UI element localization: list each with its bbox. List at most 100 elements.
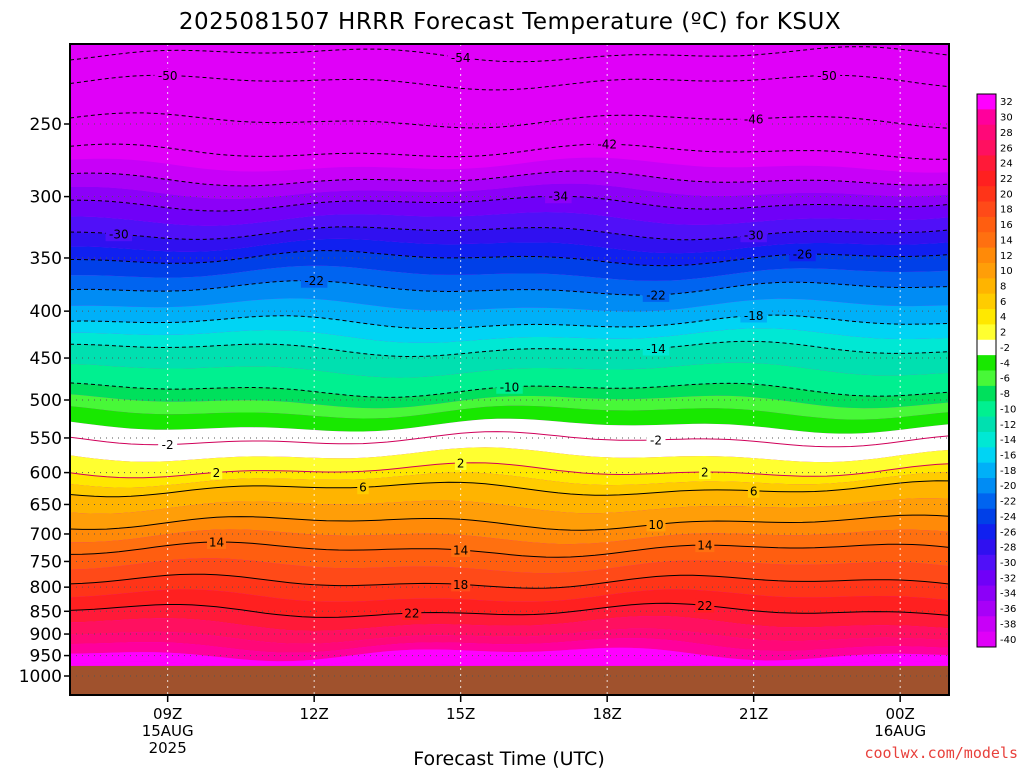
isotherm-line <box>70 195 949 212</box>
colorbar-label: -36 <box>1000 604 1016 615</box>
colorbar-label: -10 <box>1000 404 1016 415</box>
temperature-band <box>70 447 949 478</box>
temperature-band <box>70 212 949 240</box>
isotherm-label: 18 <box>453 578 468 592</box>
temperature-band <box>70 515 949 545</box>
colorbar-swatch <box>977 508 996 525</box>
isotherm-label: 2 <box>213 466 221 480</box>
colorbar-label: 4 <box>1000 312 1006 323</box>
x-tick-label: 00Z <box>885 705 914 723</box>
temperature-band <box>70 171 949 199</box>
isotherm-label: -22 <box>304 274 324 288</box>
isotherm-label-bg <box>158 437 178 452</box>
colorbar-swatch <box>977 247 996 264</box>
colorbar-label: -20 <box>1000 481 1016 492</box>
colorbar-swatch <box>977 109 996 126</box>
isotherm-label-bg <box>451 577 471 592</box>
x-tick-label: 15AUG <box>142 722 194 740</box>
isotherm-label-bg <box>699 465 711 480</box>
isotherm-label-bg <box>357 480 369 495</box>
y-tick-label: 550 <box>30 429 62 449</box>
colorbar-swatch <box>977 170 996 187</box>
colorbar-label: 12 <box>1000 251 1013 262</box>
isotherm-label-bg <box>646 432 666 447</box>
colorbar-label: -14 <box>1000 435 1016 446</box>
temperature-band <box>70 315 949 343</box>
colorbar-label: 16 <box>1000 220 1013 231</box>
temperature-band <box>70 462 949 488</box>
temperature-band <box>70 603 949 631</box>
temperature-band <box>70 265 949 296</box>
isotherm-label: -26 <box>793 248 813 262</box>
y-tick-label: 800 <box>30 578 62 598</box>
isotherm-label-bg <box>642 341 670 356</box>
temperature-band <box>70 328 949 357</box>
colorbar-swatch <box>977 186 996 203</box>
isotherm-label-bg <box>789 247 816 262</box>
isotherm-label-bg <box>154 68 181 83</box>
colorbar-swatch <box>977 339 996 356</box>
colorbar-swatch <box>977 385 996 402</box>
colorbar-swatch <box>977 324 996 341</box>
temperature-band <box>70 280 949 312</box>
colorbar-label: -12 <box>1000 420 1016 431</box>
temperature-band <box>70 341 949 378</box>
temperature-band <box>70 298 949 329</box>
colorbar-swatch <box>977 355 996 371</box>
isotherm-line <box>70 602 949 618</box>
temperature-band <box>70 183 949 211</box>
colorbar-label: 10 <box>1000 266 1013 277</box>
isotherm-label: 6 <box>750 484 758 498</box>
isotherm-line <box>70 143 949 160</box>
y-tick-label: 450 <box>30 349 62 369</box>
isotherm-label-bg <box>451 542 471 557</box>
isotherm-label: -14 <box>646 342 666 356</box>
temperature-band <box>70 94 949 129</box>
colorbar-label: -22 <box>1000 497 1016 508</box>
temperature-band <box>70 226 949 254</box>
y-tick-label: 700 <box>30 525 62 545</box>
isotherm-label: 2 <box>457 456 465 470</box>
isotherm-line <box>70 431 949 448</box>
isotherm-label: -2 <box>162 438 174 452</box>
isotherm-label-bg <box>300 273 328 288</box>
temperature-band <box>70 647 949 670</box>
colorbar-label: -30 <box>1000 558 1016 569</box>
y-tick-label: 650 <box>30 495 62 515</box>
colorbar-swatch <box>977 616 996 633</box>
ground-layer <box>70 665 949 695</box>
temperature-band <box>70 418 949 447</box>
colorbar-swatch <box>977 232 996 249</box>
colorbar-swatch <box>977 124 996 141</box>
isotherm-label-bg <box>695 538 715 553</box>
x-axis-label: Forecast Time (UTC) <box>413 748 604 768</box>
colorbar-swatch <box>977 155 996 172</box>
colorbar-swatch <box>977 493 996 510</box>
colorbar-label: -8 <box>1000 389 1010 400</box>
colorbar-label: 20 <box>1000 189 1013 200</box>
isotherm-line <box>70 74 949 91</box>
colorbar-swatch <box>977 309 996 325</box>
temperature-band <box>70 157 949 186</box>
colorbar-swatch <box>977 478 996 494</box>
temperature-band <box>70 638 949 662</box>
colorbar-label: 28 <box>1000 128 1013 139</box>
temperature-band <box>70 394 949 420</box>
colorbar-label: -2 <box>1000 343 1010 354</box>
colorbar-label: 32 <box>1000 97 1013 108</box>
temperature-band <box>70 431 949 463</box>
isotherm-label: -10 <box>500 380 520 394</box>
colorbar-swatch <box>977 278 996 295</box>
colorbar-label: -4 <box>1000 358 1010 369</box>
colorbar-swatch <box>977 600 996 617</box>
colorbar: 32 30 28 26 24 22 20 18 16 14 12 10 8 6 4 2 -2 -4 -6 -8 -10 -… <box>976 93 1016 648</box>
colorbar-swatch <box>977 293 996 310</box>
colorbar-label: -40 <box>1000 635 1016 646</box>
isotherm-label: -46 <box>744 112 764 126</box>
colorbar-label: -6 <box>1000 374 1010 385</box>
temperature-band <box>70 61 949 90</box>
isotherm-label-bg <box>747 483 760 498</box>
x-tick-label: 12Z <box>299 705 328 723</box>
isotherm-label: -54 <box>451 51 471 65</box>
